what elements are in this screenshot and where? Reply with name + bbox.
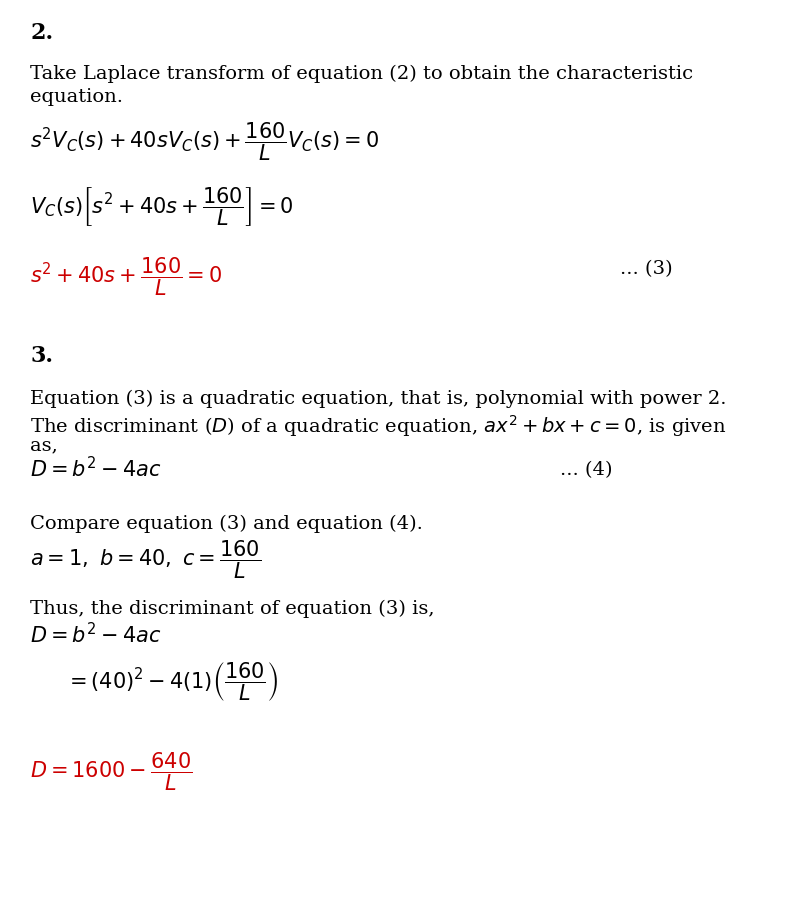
Text: Equation (3) is a quadratic equation, that is, polynomial with power 2.: Equation (3) is a quadratic equation, th… — [30, 390, 726, 409]
Text: equation.: equation. — [30, 88, 123, 106]
Text: $D=b^{2}-4ac$: $D=b^{2}-4ac$ — [30, 456, 162, 482]
Text: $V_{C}(s)\left[s^{2}+40s+\dfrac{160}{L}\right]=0$: $V_{C}(s)\left[s^{2}+40s+\dfrac{160}{L}\… — [30, 185, 294, 228]
Text: Thus, the discriminant of equation (3) is,: Thus, the discriminant of equation (3) i… — [30, 600, 434, 618]
Text: $a=1,\ b=40,\ c=\dfrac{160}{L}$: $a=1,\ b=40,\ c=\dfrac{160}{L}$ — [30, 538, 261, 580]
Text: 2.: 2. — [30, 22, 53, 44]
Text: Compare equation (3) and equation (4).: Compare equation (3) and equation (4). — [30, 515, 423, 533]
Text: The discriminant ($D$) of a quadratic equation, $ax^{2}+bx+c=0$, is given: The discriminant ($D$) of a quadratic eq… — [30, 413, 726, 439]
Text: $s^{2}+40s+\dfrac{160}{L}=0$: $s^{2}+40s+\dfrac{160}{L}=0$ — [30, 255, 222, 298]
Text: ... (3): ... (3) — [620, 260, 673, 278]
Text: as,: as, — [30, 436, 58, 454]
Text: $D=b^{2}-4ac$: $D=b^{2}-4ac$ — [30, 622, 162, 647]
Text: Take Laplace transform of equation (2) to obtain the characteristic: Take Laplace transform of equation (2) t… — [30, 65, 693, 84]
Text: $s^{2}V_{C}(s)+40sV_{C}(s)+\dfrac{160}{L}V_{C}(s)=0$: $s^{2}V_{C}(s)+40sV_{C}(s)+\dfrac{160}{L… — [30, 120, 379, 163]
Text: $D=1600-\dfrac{640}{L}$: $D=1600-\dfrac{640}{L}$ — [30, 750, 192, 793]
Text: ... (4): ... (4) — [560, 461, 613, 479]
Text: $=(40)^{2}-4(1)\left(\dfrac{160}{L}\right)$: $=(40)^{2}-4(1)\left(\dfrac{160}{L}\righ… — [65, 660, 278, 703]
Text: 3.: 3. — [30, 345, 53, 367]
